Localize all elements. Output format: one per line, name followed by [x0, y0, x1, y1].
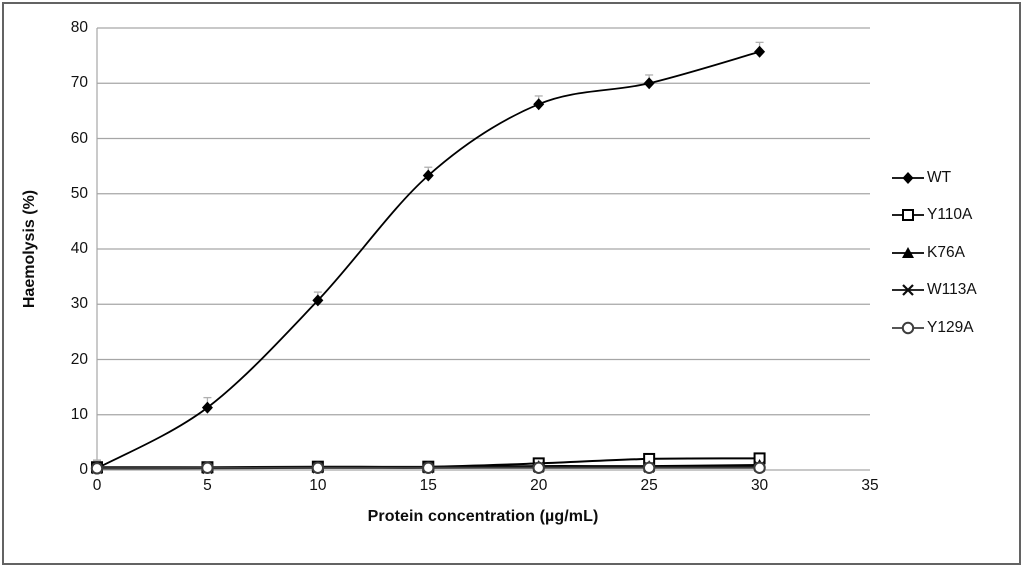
legend-item-K76A: K76A — [891, 234, 977, 272]
legend-marker-square-open-icon — [892, 209, 924, 222]
y-tick-label-30: 30 — [70, 295, 88, 313]
y-tick-label-60: 60 — [70, 129, 88, 147]
legend: WT Y110A K76A W113A Y129A — [891, 159, 977, 347]
x-axis-title: Protein concentration (µg/mL) — [367, 508, 599, 525]
legend-item-Y129A: Y129A — [891, 309, 977, 347]
legend-item-label: K76A — [927, 243, 965, 261]
error-bars-WT — [93, 41, 764, 469]
y-tick-label-70: 70 — [70, 74, 88, 92]
series-Y129A — [90, 461, 766, 475]
legend-item-label: Y129A — [927, 318, 974, 336]
legend-item-label: WT — [927, 168, 952, 186]
y-tick-label-50: 50 — [70, 184, 88, 202]
y-tick-label-10: 10 — [70, 405, 88, 423]
x-tick-label-35: 35 — [861, 477, 879, 494]
legend-item-W113A: W113A — [891, 272, 977, 310]
legend-marker-diamond-filled-icon — [892, 171, 924, 184]
legend-item-label: Y110A — [927, 206, 973, 224]
x-tick-label-10: 10 — [309, 477, 327, 494]
legend-item-Y110A: Y110A — [891, 197, 977, 235]
legend-marker-circle-open-icon — [892, 321, 924, 334]
x-tick-label-25: 25 — [640, 477, 658, 494]
y-tick-label-80: 80 — [70, 19, 88, 36]
x-tick-label-30: 30 — [750, 477, 769, 494]
x-tick-label-20: 20 — [530, 477, 548, 494]
y-tick-label-40: 40 — [70, 240, 88, 257]
legend-item-label: W113A — [927, 281, 977, 299]
x-tick-label-5: 5 — [203, 477, 212, 494]
legend-marker-triangle-filled-icon — [892, 246, 924, 258]
y-tick-label-0: 0 — [79, 461, 88, 478]
legend-item-WT: WT — [891, 159, 977, 197]
series-WT — [91, 45, 766, 475]
legend-marker-x-cross-icon — [892, 284, 924, 297]
y-axis-title-text: Haemolysis (%) — [21, 189, 38, 309]
y-tick-label-20: 20 — [70, 350, 88, 368]
x-tick-label-15: 15 — [419, 477, 437, 494]
x-tick-label-0: 0 — [92, 477, 102, 494]
